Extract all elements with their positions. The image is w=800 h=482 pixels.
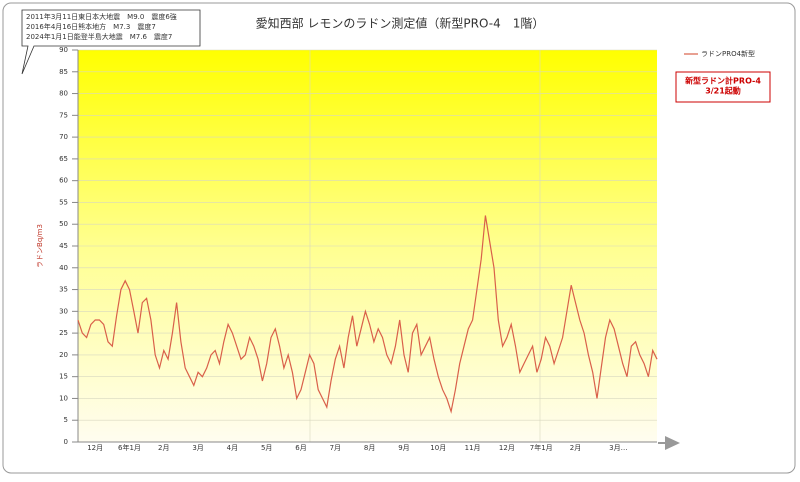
x-tick-label: 12月 [87, 444, 103, 452]
note-line: 3/21起動 [705, 86, 741, 96]
x-tick-label: 2月 [570, 444, 581, 452]
annotation-line: 2011年3月11日東日本大地震 M9.0 震度6強 [26, 12, 177, 21]
y-tick-label: 30 [59, 307, 68, 315]
y-tick-label: 90 [59, 46, 68, 54]
annotation-line: 2024年1月1日能登半島大地震 M7.6 震度7 [26, 32, 172, 41]
y-axis-label: ラドンBq/m3 [36, 224, 44, 268]
x-tick-label: 2月 [158, 444, 169, 452]
y-tick-label: 40 [59, 264, 68, 272]
y-tick-label: 15 [59, 373, 68, 381]
y-tick-label: 25 [59, 329, 68, 337]
note-box [675, 71, 771, 103]
legend-label: ラドンPRO4新型 [701, 49, 755, 58]
x-tick-label: 7年1月 [530, 443, 553, 452]
y-tick-label: 45 [59, 242, 68, 250]
x-axis-arrow [658, 436, 680, 450]
x-tick-label: 9月 [398, 444, 409, 452]
y-tick-label: 10 [59, 394, 68, 402]
y-tick-label: 35 [59, 286, 68, 294]
x-tick-label: 5月 [261, 444, 272, 452]
y-tick-label: 65 [59, 155, 68, 163]
y-tick-label: 75 [59, 111, 68, 119]
x-tick-label: 6月 [295, 444, 306, 452]
x-tick-label: 8月 [364, 444, 375, 452]
annotation-line: 2016年4月16日熊本地方 M7.3 震度7 [26, 22, 156, 31]
chart-title: 愛知西部 レモンのラドン測定値（新型PRO-4 1階） [256, 16, 545, 31]
y-tick-label: 20 [59, 351, 68, 359]
y-tick-label: 60 [59, 177, 68, 185]
y-tick-label: 0 [64, 438, 68, 446]
data-line [77, 215, 658, 414]
x-tick-label: 3月… [609, 444, 627, 452]
x-tick-label: 11月 [465, 444, 481, 452]
x-tick-label: 12月 [499, 444, 515, 452]
y-tick-label: 70 [59, 133, 68, 141]
x-tick-label: 6年1月 [118, 443, 141, 452]
x-tick-label: 7月 [330, 444, 341, 452]
y-tick-label: 50 [59, 220, 68, 228]
x-tick-label: 10月 [430, 444, 446, 452]
y-tick-label: 85 [59, 68, 68, 76]
note-line: 新型ラドン計PRO-4 [685, 76, 761, 86]
annotation-box [21, 9, 201, 75]
x-tick-label: 4月 [227, 444, 238, 452]
x-tick-label: 3月 [192, 444, 203, 452]
y-tick-label: 80 [59, 90, 68, 98]
y-tick-label: 55 [59, 198, 68, 206]
y-tick-label: 5 [64, 416, 68, 424]
